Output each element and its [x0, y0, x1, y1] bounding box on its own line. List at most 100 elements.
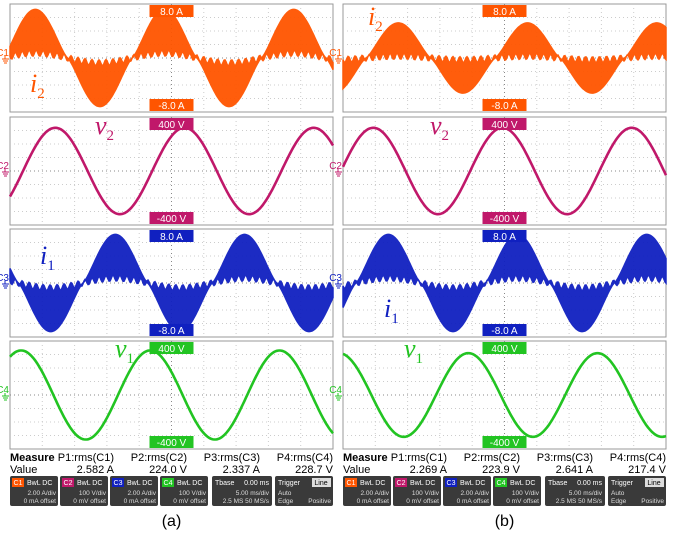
- tbase-value: 0.00 ms: [577, 480, 602, 487]
- scale-label: -400 V: [157, 438, 187, 449]
- channel-box-tag: C2: [64, 480, 73, 487]
- measure-name: P3:rms(C3): [204, 452, 260, 464]
- signal-symbol: v2: [430, 111, 449, 144]
- scale-label: -8.0 A: [491, 101, 517, 112]
- figure: 8.0 A-8.0 AC1i2400 V-400 VC2v28.0 A-8.0 …: [0, 0, 677, 533]
- channel-box-tag: C3: [447, 480, 456, 487]
- channel-box-offset: 0 mA offset: [124, 498, 157, 505]
- tbase-scale: 5.00 ms/div: [569, 490, 603, 497]
- scale-label: -8.0 A: [158, 101, 184, 112]
- channel-box-tag: C4: [164, 480, 173, 487]
- channel-box-tag: C2: [397, 480, 406, 487]
- channel-tag: C4: [329, 385, 342, 396]
- signal-letter: v: [430, 111, 442, 140]
- scale-label: -400 V: [490, 438, 520, 449]
- signal-letter: i: [30, 69, 37, 98]
- channel-box-scale: 2.00 A/div: [127, 490, 156, 497]
- tbase-scale: 5.00 ms/div: [236, 490, 270, 497]
- channel-box-tag: C3: [114, 480, 123, 487]
- channel-box-scale: 100 V/div: [79, 490, 107, 497]
- tbase-title: Tbase: [548, 480, 568, 487]
- scale-label: -8.0 A: [158, 326, 184, 337]
- tbase-rate: 2.5 MS 50 MS/s: [223, 498, 270, 505]
- trigger-edge: Edge: [278, 498, 294, 505]
- trigger-value: Line: [314, 480, 327, 487]
- channel-box-offset: 0 mA offset: [24, 498, 57, 505]
- measure-value: 2.641 A: [556, 464, 594, 476]
- scale-label: 400 V: [491, 120, 517, 131]
- signal-subscript: 1: [127, 351, 135, 367]
- channel-box-mode: BwL DC: [177, 480, 202, 487]
- signal-symbol: v2: [95, 111, 114, 144]
- signal-symbol: v1: [404, 334, 423, 367]
- signal-subscript: 2: [107, 128, 115, 144]
- measure-value: 224.0 V: [149, 464, 188, 476]
- trigger-slope: Positive: [641, 498, 664, 505]
- measure-title: Measure: [343, 452, 388, 464]
- channel-box-mode: BwL DC: [510, 480, 535, 487]
- signal-subscript: 2: [37, 86, 45, 102]
- scale-label: -400 V: [157, 214, 187, 225]
- measure-name: P4:rms(C4): [610, 452, 666, 464]
- channel-box-scale: 100 V/div: [412, 490, 440, 497]
- channel-box-offset: 0 mV offset: [173, 498, 206, 505]
- signal-subscript: 1: [47, 258, 55, 274]
- tbase-title: Tbase: [215, 480, 235, 487]
- measure-name: P3:rms(C3): [537, 452, 593, 464]
- channel-tag: C3: [329, 273, 342, 284]
- caption: (b): [495, 513, 515, 530]
- measure-value: 217.4 V: [628, 464, 667, 476]
- channel-box-tag: C1: [347, 480, 356, 487]
- channel-tag: C2: [329, 161, 342, 172]
- scale-label: 8.0 A: [493, 232, 516, 243]
- signal-subscript: 1: [391, 311, 399, 327]
- measure-title: Measure: [10, 452, 55, 464]
- signal-subscript: 1: [416, 351, 424, 367]
- trigger-mode: Auto: [611, 490, 625, 497]
- scale-label: 400 V: [158, 120, 184, 131]
- measure-value: 2.337 A: [223, 464, 261, 476]
- channel-box-mode: BwL DC: [410, 480, 435, 487]
- channel-box-mode: BwL DC: [127, 480, 152, 487]
- scale-label: 8.0 A: [160, 7, 183, 18]
- caption: (a): [162, 513, 182, 530]
- channel-box-scale: 2.00 A/div: [360, 490, 389, 497]
- signal-letter: i: [40, 241, 47, 270]
- channel-box-scale: 2.00 A/div: [460, 490, 489, 497]
- signal-symbol: v1: [115, 334, 134, 367]
- scale-label: 8.0 A: [160, 232, 183, 243]
- signal-letter: v: [95, 111, 107, 140]
- channel-box-scale: 100 V/div: [179, 490, 207, 497]
- scale-label: -8.0 A: [491, 326, 517, 337]
- channel-box-tag: C1: [14, 480, 23, 487]
- measure-row-label: Value: [10, 464, 37, 476]
- trigger-value: Line: [647, 480, 660, 487]
- measure-name: P1:rms(C1): [391, 452, 447, 464]
- measure-name: P2:rms(C2): [131, 452, 187, 464]
- channel-box-offset: 0 mV offset: [506, 498, 539, 505]
- channel-box-mode: BwL DC: [77, 480, 102, 487]
- measure-value: 223.9 V: [482, 464, 521, 476]
- signal-letter: i: [368, 2, 375, 31]
- measure-row-label: Value: [343, 464, 370, 476]
- scale-label: -400 V: [490, 214, 520, 225]
- channel-box-offset: 0 mA offset: [457, 498, 490, 505]
- channel-box-mode: BwL DC: [360, 480, 385, 487]
- channel-box-offset: 0 mA offset: [357, 498, 390, 505]
- channel-box-mode: BwL DC: [27, 480, 52, 487]
- tbase-value: 0.00 ms: [244, 480, 269, 487]
- trigger-title: Trigger: [611, 480, 634, 487]
- trigger-title: Trigger: [278, 480, 301, 487]
- channel-box-scale: 100 V/div: [512, 490, 540, 497]
- measure-name: P1:rms(C1): [58, 452, 114, 464]
- trigger-mode: Auto: [278, 490, 292, 497]
- trigger-slope: Positive: [308, 498, 331, 505]
- signal-letter: i: [384, 294, 391, 323]
- channel-box-scale: 2.00 A/div: [27, 490, 56, 497]
- measure-value: 2.582 A: [77, 464, 115, 476]
- scale-label: 8.0 A: [493, 7, 516, 18]
- channel-box-offset: 0 mV offset: [73, 498, 106, 505]
- channel-tag: C1: [329, 48, 342, 59]
- measure-value: 228.7 V: [295, 464, 334, 476]
- channel-box-mode: BwL DC: [460, 480, 485, 487]
